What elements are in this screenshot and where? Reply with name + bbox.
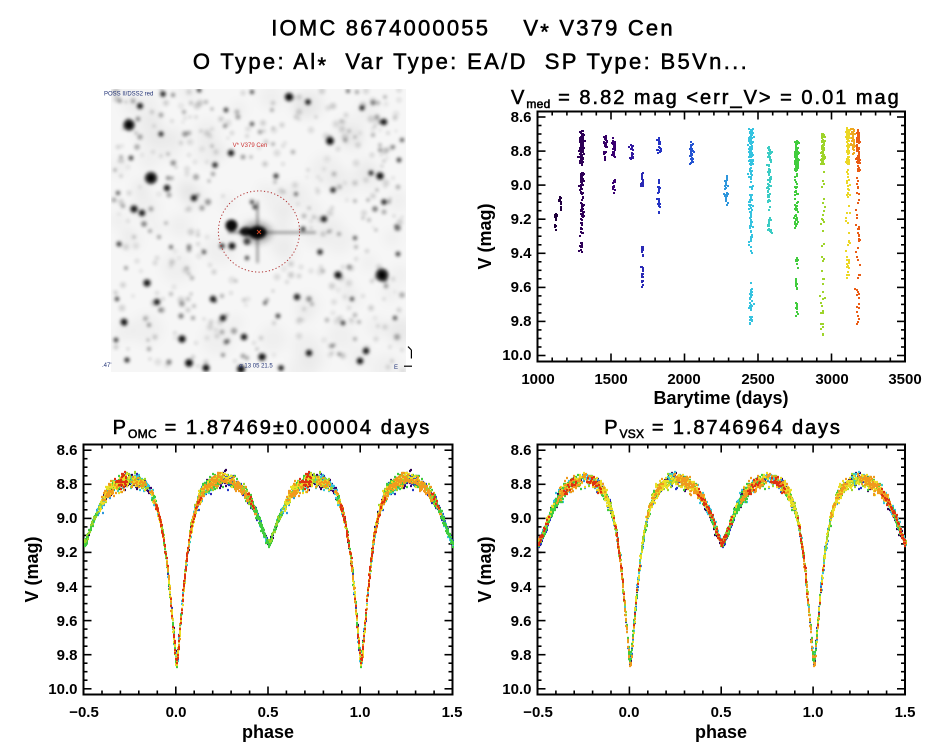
svg-text:8.6: 8.6: [511, 442, 532, 459]
svg-text:POSS II/DSS2 red: POSS II/DSS2 red: [104, 92, 153, 98]
svg-text:8.8: 8.8: [511, 476, 532, 493]
svg-text:9.2: 9.2: [511, 211, 532, 228]
svg-text:1.0: 1.0: [803, 704, 824, 721]
svg-text:PVSX = 1.8746964 days: PVSX = 1.8746964 days: [604, 417, 842, 441]
svg-text:2000: 2000: [667, 371, 700, 388]
svg-text:1.0: 1.0: [350, 704, 371, 721]
svg-text:8.6: 8.6: [57, 442, 78, 459]
svg-text:α 13 05 21.5: α 13 05 21.5: [239, 364, 273, 370]
svg-text:phase: phase: [695, 722, 747, 742]
svg-text:9.4: 9.4: [511, 245, 533, 262]
svg-text:V (mag): V (mag): [475, 536, 495, 602]
svg-text:3000: 3000: [815, 371, 848, 388]
svg-text:POMC = 1.87469±0.00004 days: POMC = 1.87469±0.00004 days: [113, 417, 432, 441]
svg-text:Vmed = 8.82 mag <err_V> = 0.01: Vmed = 8.82 mag <err_V> = 0.01 mag: [511, 87, 901, 111]
svg-text:9.4: 9.4: [511, 579, 533, 596]
svg-text:9.4: 9.4: [57, 579, 79, 596]
svg-text:9.0: 9.0: [511, 177, 532, 194]
svg-text:V (mag): V (mag): [22, 536, 42, 602]
svg-text:1000: 1000: [521, 371, 554, 388]
svg-text:E: E: [394, 365, 398, 371]
svg-text:2500: 2500: [741, 371, 774, 388]
svg-text:0.5: 0.5: [258, 704, 279, 721]
svg-text:8.8: 8.8: [57, 476, 78, 493]
svg-text:9.8: 9.8: [511, 647, 532, 664]
svg-text:10.0: 10.0: [502, 681, 531, 698]
svg-text:9.8: 9.8: [57, 647, 78, 664]
svg-text:3500: 3500: [888, 371, 921, 388]
svg-text:.47': .47': [102, 363, 112, 369]
svg-text:8.6: 8.6: [511, 109, 532, 126]
svg-text:1.5: 1.5: [895, 704, 916, 721]
svg-text:0.0: 0.0: [619, 704, 640, 721]
svg-text:9.6: 9.6: [57, 613, 78, 630]
svg-text:9.6: 9.6: [511, 279, 532, 296]
svg-text:10.0: 10.0: [502, 347, 531, 364]
svg-text:1.5: 1.5: [442, 704, 463, 721]
svg-text:O Type: Al* Var Type: EA/D S: O Type: Al* Var Type: EA/D SP Type: B5Vn…: [193, 49, 749, 78]
svg-text:V* V379 Cen: V* V379 Cen: [233, 143, 268, 149]
svg-text:0.0: 0.0: [166, 704, 187, 721]
svg-text:9.2: 9.2: [511, 544, 532, 561]
svg-text:9.2: 9.2: [57, 544, 78, 561]
svg-text:9.0: 9.0: [511, 510, 532, 527]
svg-text:1500: 1500: [594, 371, 627, 388]
svg-text:−0.5: −0.5: [523, 704, 553, 721]
svg-text:phase: phase: [242, 722, 294, 742]
svg-text:9.0: 9.0: [57, 510, 78, 527]
svg-text:10.0: 10.0: [48, 681, 77, 698]
svg-text:9.6: 9.6: [511, 613, 532, 630]
svg-text:9.8: 9.8: [511, 313, 532, 330]
svg-text:0.5: 0.5: [711, 704, 732, 721]
svg-text:V (mag): V (mag): [475, 203, 495, 269]
svg-text:−0.5: −0.5: [69, 704, 99, 721]
svg-text:Barytime (days): Barytime (days): [653, 388, 788, 408]
svg-text:IOMC 8674000055 V* V379 Cen: IOMC 8674000055 V* V379 Cen: [271, 16, 675, 45]
svg-text:8.8: 8.8: [511, 143, 532, 160]
